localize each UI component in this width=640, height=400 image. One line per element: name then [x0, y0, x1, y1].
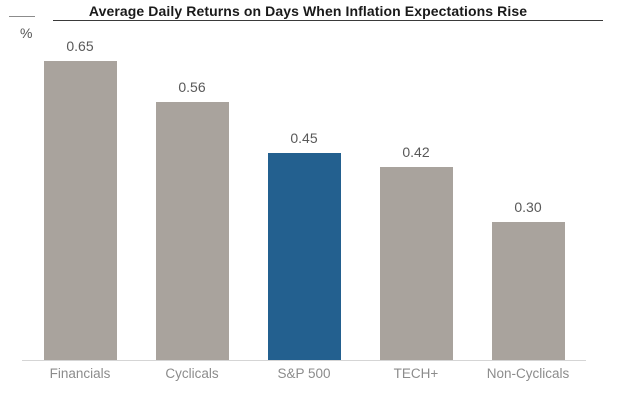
bar-value-label-non-cyclicals: 0.30	[514, 199, 542, 215]
bar-slot-s-p-500: 0.45	[248, 130, 360, 360]
y-axis-unit-label: %	[20, 25, 33, 41]
bar-slot-cyclicals: 0.56	[136, 79, 248, 360]
bar-value-label-financials: 0.65	[66, 38, 94, 54]
category-labels: Financials Cyclicals S&P 500 TECH+ Non-Cycli…	[24, 366, 584, 381]
bar-tech	[379, 167, 453, 360]
bar-value-label-s-p-500: 0.45	[290, 130, 318, 146]
bar-non-cyclicals	[491, 222, 565, 360]
category-label-tech: TECH+	[393, 366, 439, 381]
chart-title: Average Daily Returns on Days When Infla…	[88, 3, 528, 19]
x-axis-line	[22, 360, 586, 361]
unit-dash	[9, 16, 35, 17]
plot-area: 0.65 0.56 0.45 0.42 0.30	[24, 0, 584, 360]
category-label-s-p-500: S&P 500	[277, 366, 331, 381]
bar-value-label-cyclicals: 0.56	[178, 79, 206, 95]
category-label-cyclicals: Cyclicals	[165, 366, 219, 381]
bar-financials	[43, 61, 117, 360]
bar-value-label-tech: 0.42	[402, 144, 430, 160]
bar-s-p-500	[267, 153, 341, 360]
category-label-non-cyclicals: Non-Cyclicals	[486, 366, 570, 381]
bar-slot-financials: 0.65	[24, 38, 136, 360]
bar-slot-tech: 0.42	[360, 144, 472, 360]
bar-slot-non-cyclicals: 0.30	[472, 199, 584, 360]
category-label-financials: Financials	[49, 366, 111, 381]
bar-cyclicals	[155, 102, 229, 360]
title-underline	[53, 20, 603, 21]
